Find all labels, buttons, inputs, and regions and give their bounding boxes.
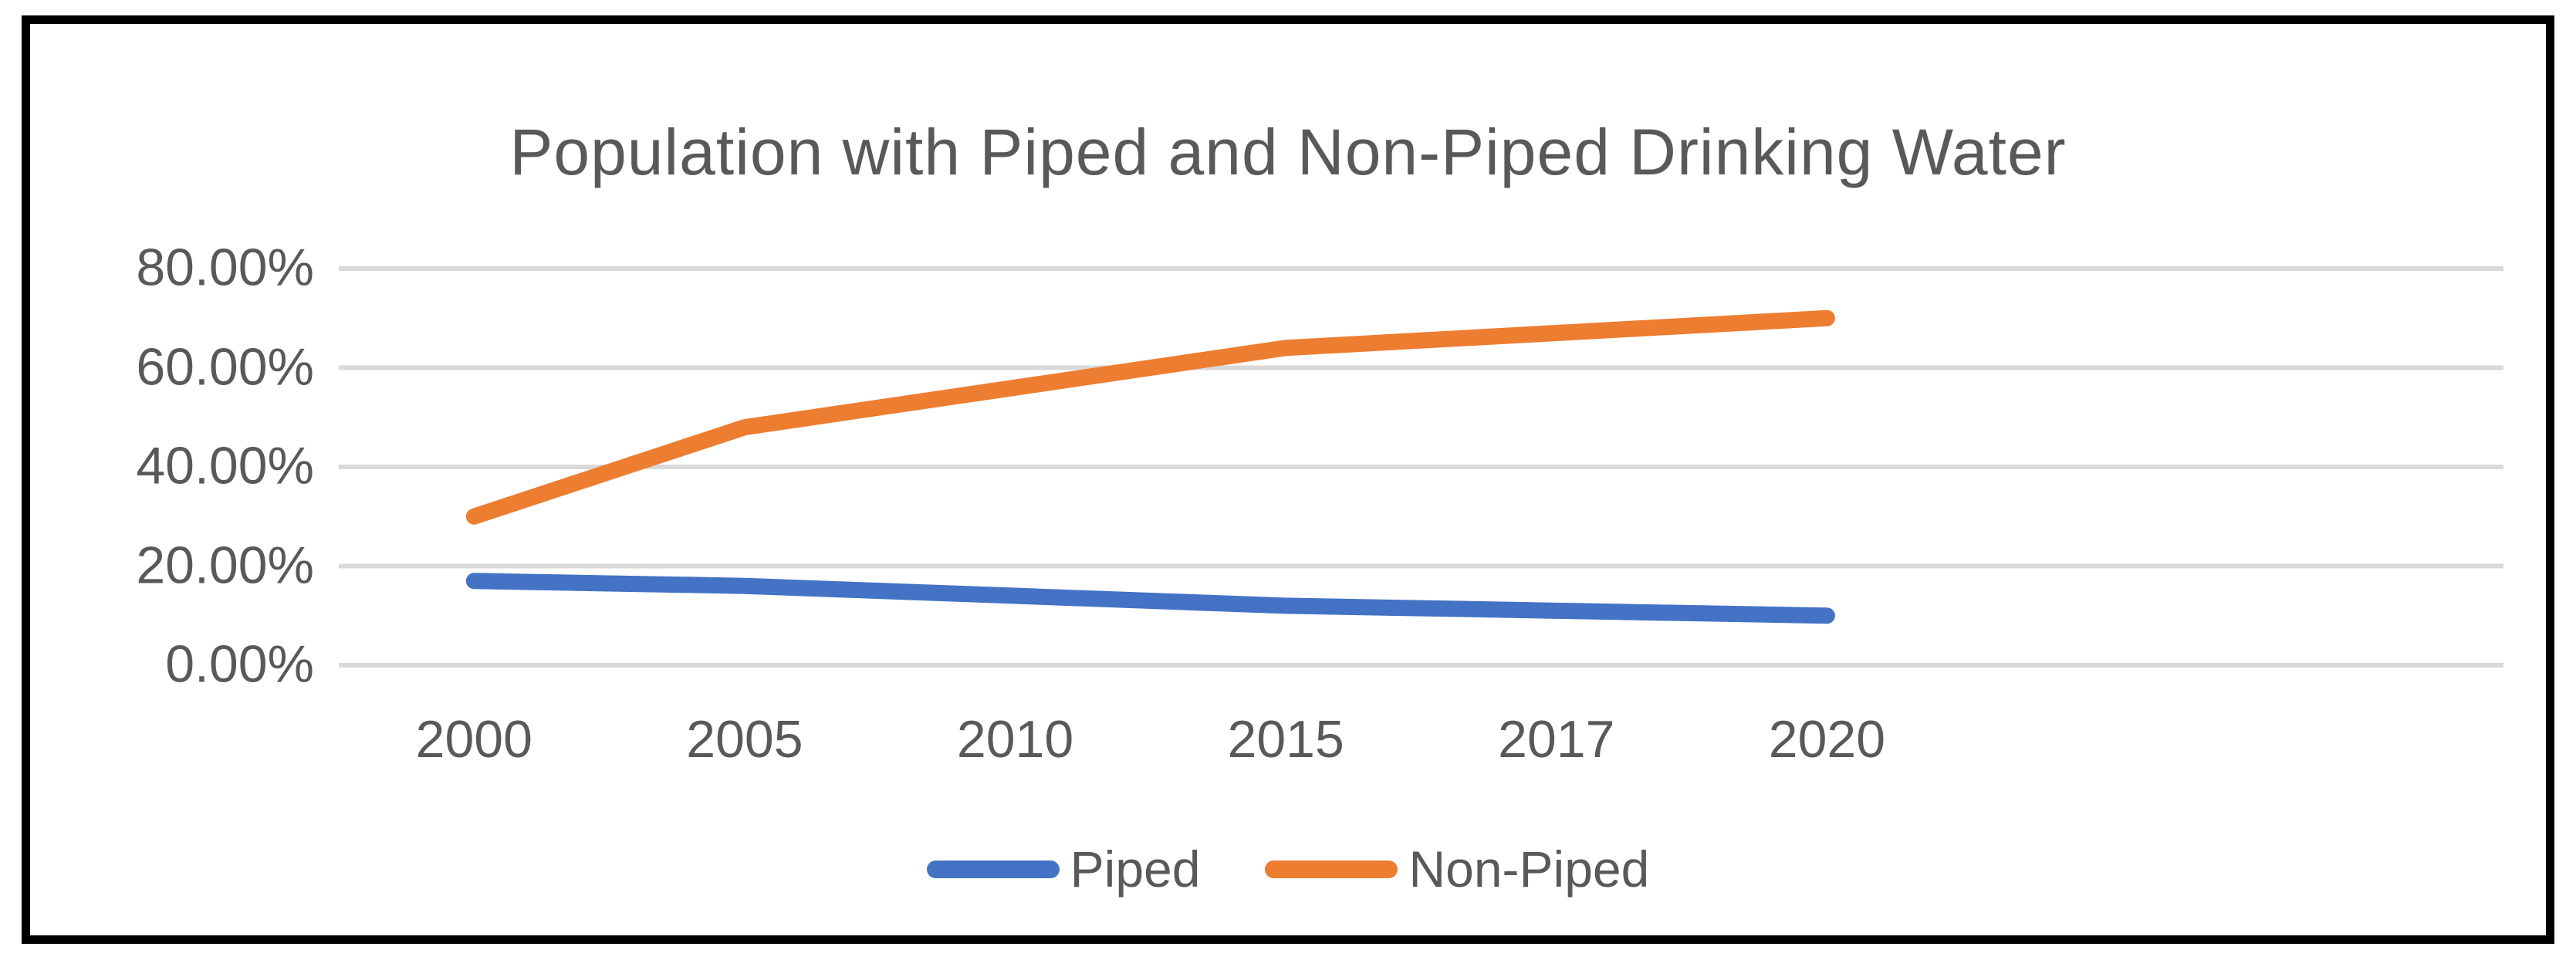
x-tick-label: 2010 <box>956 710 1074 769</box>
x-tick-label: 2015 <box>1227 710 1344 769</box>
x-tick-label: 2000 <box>415 710 532 769</box>
legend-label-piped: Piped <box>1070 840 1201 898</box>
legend-label-non-piped: Non-Piped <box>1408 840 1650 898</box>
plot-area <box>339 266 2503 668</box>
chart-title: Population with Piped and Non-Piped Drin… <box>509 116 2067 188</box>
legend-swatch-non-piped-icon <box>1265 860 1398 878</box>
y-tick-label: 0.00% <box>165 634 314 694</box>
series-line-piped <box>465 573 1835 624</box>
legend-item-piped: Piped <box>926 840 1201 898</box>
x-tick-label: 2020 <box>1768 710 1886 769</box>
y-tick-label: 20.00% <box>136 535 314 594</box>
y-tick-label: 40.00% <box>136 436 314 495</box>
legend-item-non-piped: Non-Piped <box>1265 840 1649 898</box>
series-line-non-piped <box>465 309 1835 525</box>
x-tick-label: 2005 <box>686 710 803 769</box>
y-tick-label: 80.00% <box>136 238 314 297</box>
legend-swatch-piped-icon <box>926 860 1060 878</box>
legend: Piped Non-Piped <box>30 839 2546 899</box>
x-tick-label: 2017 <box>1498 710 1615 769</box>
chart-frame: Population with Piped and Non-Piped Drin… <box>22 15 2554 944</box>
y-tick-label: 60.00% <box>136 336 314 396</box>
